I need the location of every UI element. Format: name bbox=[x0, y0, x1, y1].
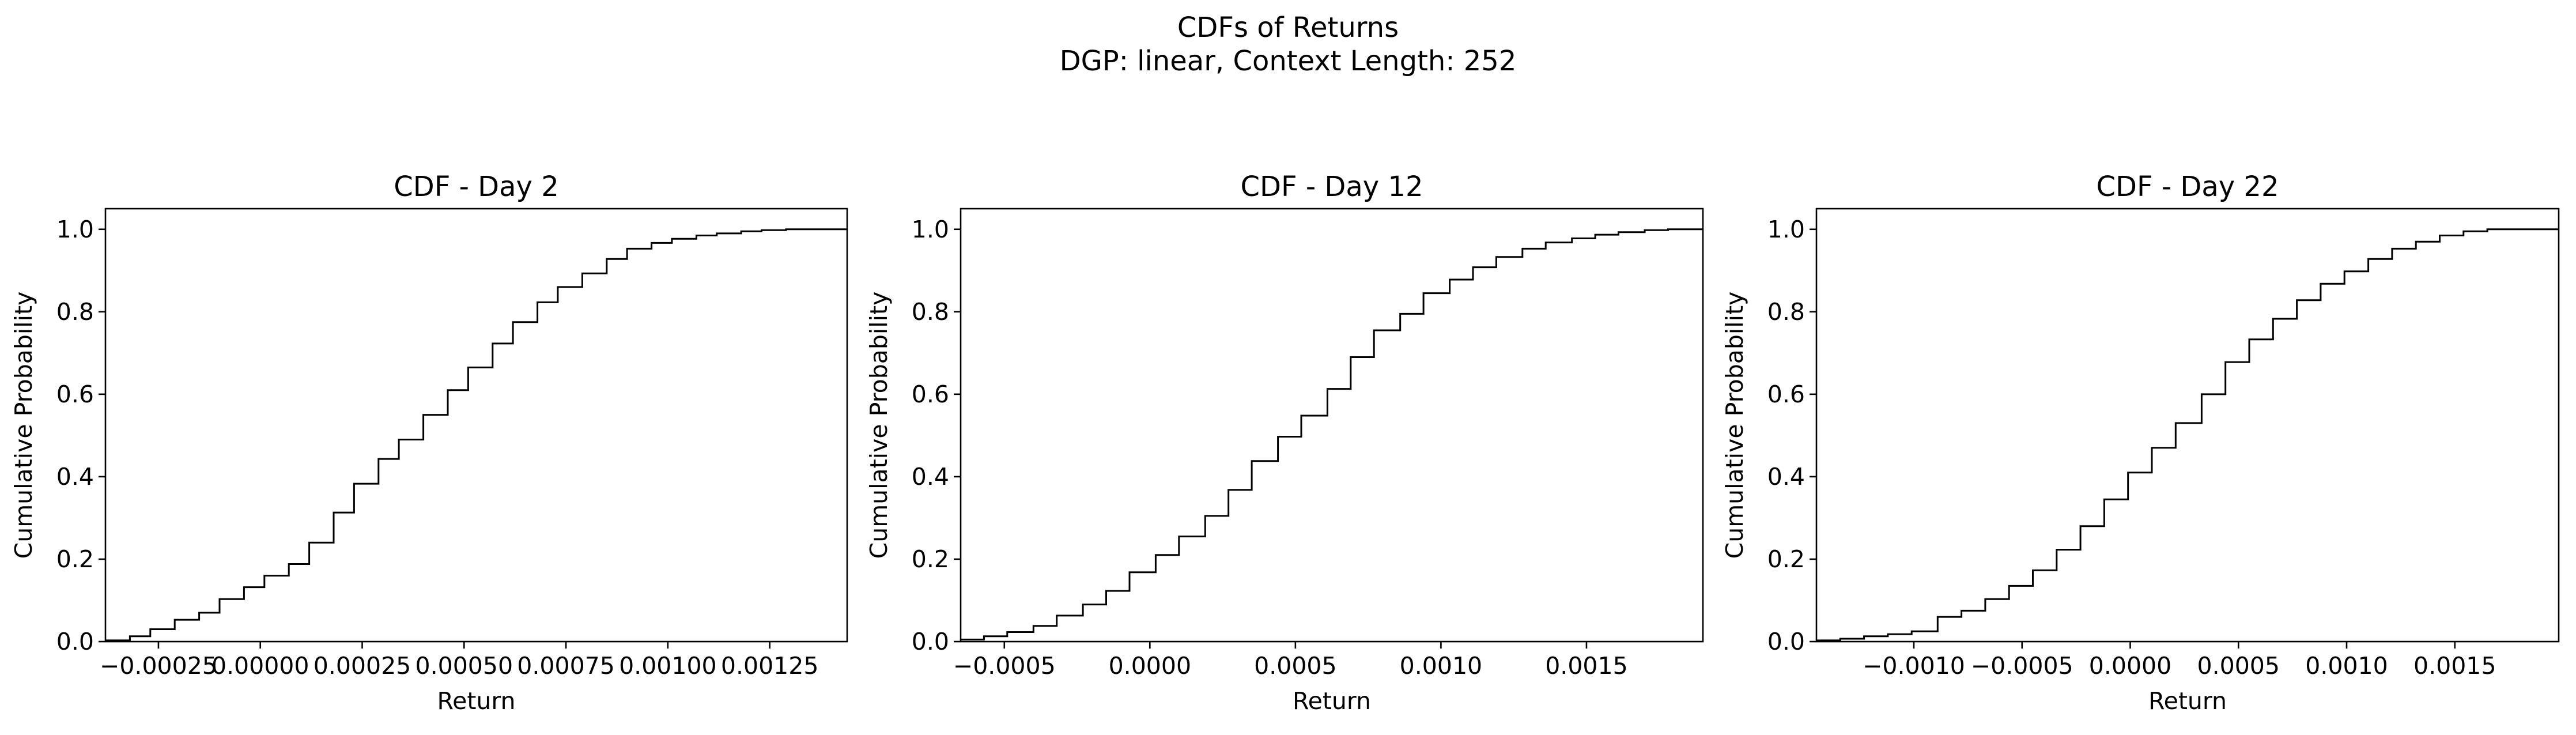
cdf-step-line bbox=[961, 228, 1703, 640]
y-axis-label: Cumulative Probability bbox=[865, 292, 893, 559]
y-tick-label: 1.0 bbox=[56, 216, 94, 243]
y-tick-label: 0.0 bbox=[1767, 628, 1805, 655]
x-tick-label: 0.00125 bbox=[721, 652, 819, 680]
x-tick-label: 0.0000 bbox=[1109, 652, 1191, 680]
y-tick-label: 0.2 bbox=[56, 545, 94, 573]
y-tick-label: 0.8 bbox=[1767, 298, 1805, 326]
figure-title: CDFs of Returns bbox=[1177, 12, 1399, 44]
y-tick-label: 0.6 bbox=[56, 380, 94, 408]
x-tick-label: 0.0000 bbox=[2089, 652, 2171, 680]
y-axis-label: Cumulative Probability bbox=[1721, 292, 1748, 559]
x-tick-label: 0.00025 bbox=[313, 652, 411, 680]
y-tick-label: 1.0 bbox=[912, 216, 949, 243]
y-tick-label: 0.2 bbox=[912, 545, 949, 573]
x-axis-label: Return bbox=[2148, 687, 2227, 715]
x-tick-label: 0.00050 bbox=[416, 652, 513, 680]
y-tick-label: 0.4 bbox=[912, 463, 949, 491]
cdf-step-line bbox=[1816, 228, 2559, 642]
y-tick-label: 0.6 bbox=[1767, 380, 1805, 408]
y-tick-label: 1.0 bbox=[1767, 216, 1805, 243]
x-tick-label: 0.0015 bbox=[1545, 652, 1627, 680]
axes-frame bbox=[960, 208, 1704, 643]
subplot-title: CDF - Day 22 bbox=[2096, 171, 2279, 203]
x-tick-label: 0.0015 bbox=[2413, 652, 2496, 680]
cdf-subplot-2: CDF - Day 12 −0.0005 0.0000 0.0005 0.0010 0.0… bbox=[865, 171, 1704, 715]
x-tick-label: 0.0010 bbox=[2305, 652, 2388, 680]
y-tick-label: 0.4 bbox=[1767, 463, 1805, 491]
y-tick-label: 0.0 bbox=[912, 628, 949, 655]
x-tick-label: 0.00075 bbox=[517, 652, 615, 680]
subplot-title: CDF - Day 2 bbox=[394, 171, 559, 203]
x-tick-label: −0.0005 bbox=[953, 652, 1056, 680]
x-tick-label: 0.0010 bbox=[1400, 652, 1482, 680]
y-tick-label: 0.8 bbox=[912, 298, 949, 326]
subplot-title: CDF - Day 12 bbox=[1240, 171, 1423, 203]
figure-subtitle: DGP: linear, Context Length: 252 bbox=[1060, 45, 1517, 77]
cdf-subplot-3: CDF - Day 22 −0.0010 −0.0005 0.0000 0.0005 0.… bbox=[1721, 171, 2560, 715]
y-tick-label: 0.4 bbox=[56, 463, 94, 491]
axes-frame bbox=[104, 208, 848, 643]
y-axis-label: Cumulative Probability bbox=[10, 292, 37, 559]
y-tick-label: 0.0 bbox=[56, 628, 94, 655]
x-tick-label: −0.00025 bbox=[100, 652, 217, 680]
y-tick-label: 0.8 bbox=[56, 298, 94, 326]
x-tick-label: 0.00100 bbox=[619, 652, 717, 680]
cdf-step-line bbox=[105, 228, 847, 642]
x-tick-label: −0.0005 bbox=[1971, 652, 2073, 680]
x-tick-label: 0.00000 bbox=[211, 652, 309, 680]
x-tick-label: −0.0010 bbox=[1863, 652, 1965, 680]
y-tick-label: 0.6 bbox=[912, 380, 949, 408]
x-tick-label: 0.0005 bbox=[2197, 652, 2280, 680]
x-axis-label: Return bbox=[437, 687, 515, 715]
y-tick-label: 0.2 bbox=[1767, 545, 1805, 573]
x-axis-label: Return bbox=[1293, 687, 1371, 715]
axes-frame bbox=[1815, 208, 2560, 643]
x-tick-label: 0.0005 bbox=[1254, 652, 1336, 680]
